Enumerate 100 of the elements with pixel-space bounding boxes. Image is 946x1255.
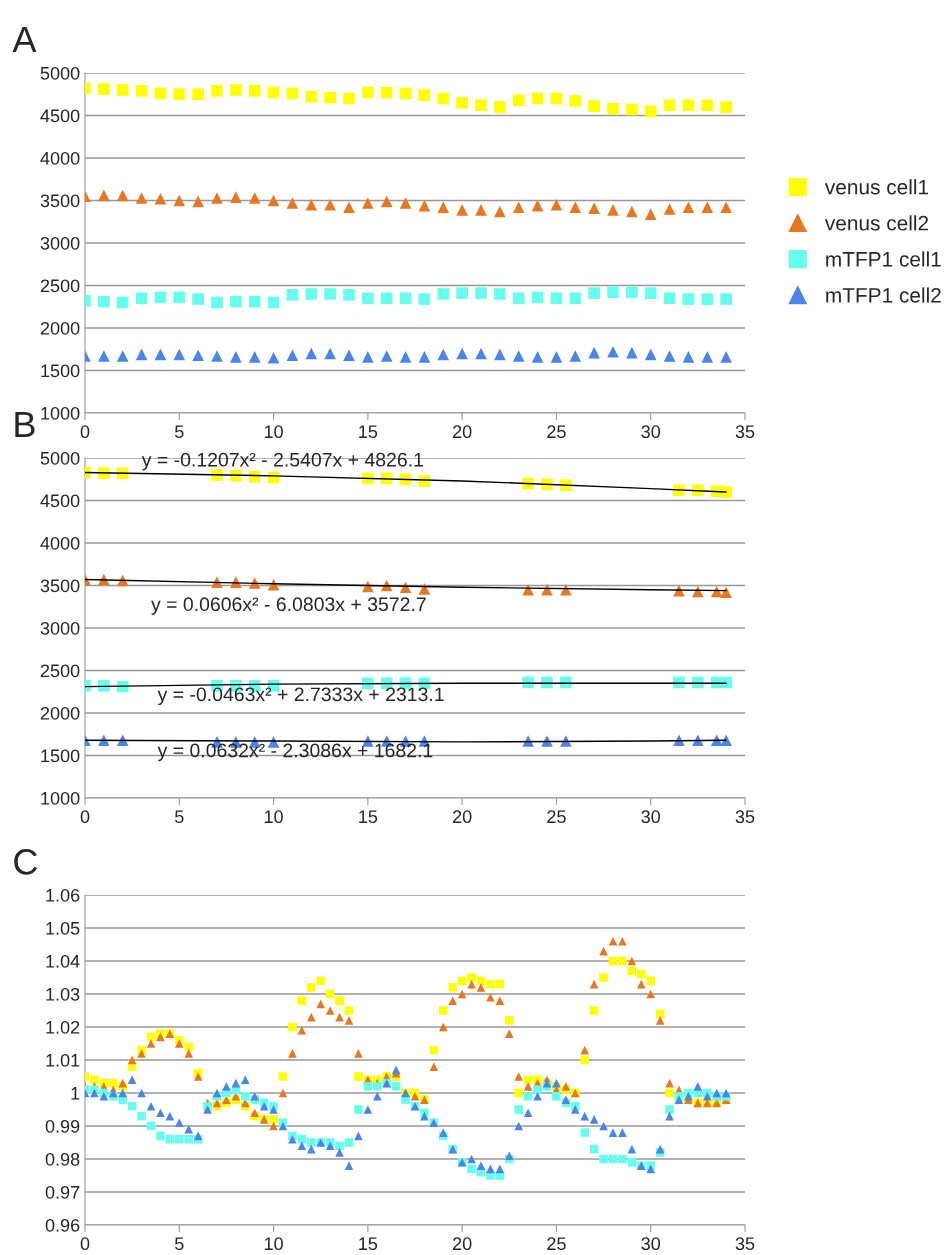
point	[418, 351, 431, 363]
x-tick-label: 25	[547, 425, 566, 439]
x-tick-label: 0	[80, 1237, 90, 1251]
y-tick-label: 4500	[40, 109, 80, 123]
point	[644, 105, 657, 118]
point	[682, 351, 695, 363]
y-tick-label: 0.99	[45, 1119, 80, 1133]
point	[286, 197, 299, 209]
point	[550, 292, 563, 305]
point	[173, 194, 186, 207]
annotation: y = 0.0632x² - 2.3086x + 1682.1	[157, 743, 433, 762]
point	[248, 470, 261, 483]
point	[720, 586, 732, 599]
point	[116, 350, 129, 362]
point	[437, 201, 450, 214]
point	[494, 288, 506, 300]
point	[248, 192, 261, 204]
point	[230, 351, 242, 363]
point	[588, 100, 600, 112]
point	[663, 203, 676, 215]
y-tick-label: 4000	[40, 151, 80, 165]
annotation: y = 0.0606x² - 6.0803x + 3572.7	[151, 597, 426, 615]
point	[343, 92, 355, 105]
y-tick-label: 3000	[40, 236, 80, 250]
point	[720, 293, 732, 305]
y-tick-label: 0.97	[45, 1185, 80, 1199]
point	[475, 99, 487, 112]
point	[569, 201, 582, 214]
point	[418, 199, 431, 212]
point	[98, 83, 110, 95]
point	[475, 287, 487, 299]
point	[437, 348, 450, 361]
point	[418, 583, 431, 595]
y-tick-label: 4000	[40, 536, 80, 550]
y-tick-label: 4500	[40, 494, 80, 508]
point	[399, 473, 412, 486]
x-tick-label: 30	[641, 810, 661, 824]
point	[531, 92, 544, 105]
point	[248, 351, 261, 363]
x-tick-label: 10	[264, 1237, 283, 1251]
x-tick-label: 5	[174, 1237, 184, 1251]
point	[607, 345, 619, 358]
point	[267, 351, 280, 364]
point	[324, 91, 336, 104]
x-tick-label: 25	[547, 1237, 566, 1251]
point	[701, 351, 714, 363]
x-tick-label: 0	[80, 810, 90, 824]
point	[154, 87, 167, 100]
point	[512, 350, 525, 362]
point	[116, 189, 129, 202]
point	[644, 287, 657, 299]
point	[362, 197, 374, 209]
point	[135, 292, 148, 305]
point	[286, 289, 299, 301]
point	[343, 289, 355, 301]
point	[343, 349, 355, 362]
legend-label: venus cell1	[824, 179, 929, 195]
point	[135, 192, 148, 204]
y-tick-label: 2500	[40, 279, 80, 293]
point	[720, 201, 732, 214]
y-tick-label: 2500	[40, 664, 80, 678]
x-tick-label: 15	[359, 1237, 378, 1251]
point	[512, 201, 525, 214]
y-tick-label: 1500	[41, 364, 80, 378]
point	[98, 350, 110, 362]
x-tick-label: 5	[174, 425, 184, 439]
x-tick-label: 30	[641, 425, 661, 439]
point	[663, 292, 676, 305]
point	[173, 291, 186, 304]
point	[456, 96, 468, 109]
y-tick-label: 3000	[40, 621, 80, 635]
point	[673, 734, 685, 747]
point	[701, 201, 714, 214]
point	[418, 293, 431, 305]
point	[494, 205, 506, 218]
point	[494, 348, 506, 361]
point	[362, 351, 374, 363]
x-tick-label: 10	[264, 810, 283, 824]
point	[211, 350, 223, 362]
x-tick-label: 15	[359, 810, 378, 824]
y-tick-label: 3500	[40, 194, 80, 208]
legend-label: mTFP1 cell1	[826, 251, 941, 267]
y-tick-label: 1.01	[46, 1053, 80, 1067]
point	[343, 201, 355, 214]
point	[607, 286, 619, 299]
point	[286, 87, 299, 100]
point	[456, 287, 468, 299]
point	[588, 202, 600, 214]
point	[324, 347, 336, 360]
point	[135, 348, 148, 361]
y-tick-label: 1.05	[46, 921, 80, 935]
point	[362, 580, 374, 593]
point	[286, 349, 299, 362]
y-tick-label: 1.04	[46, 954, 80, 968]
point	[720, 351, 732, 363]
point	[531, 351, 544, 363]
point	[380, 350, 393, 362]
point	[682, 293, 695, 305]
point	[475, 204, 487, 216]
point	[720, 101, 732, 113]
